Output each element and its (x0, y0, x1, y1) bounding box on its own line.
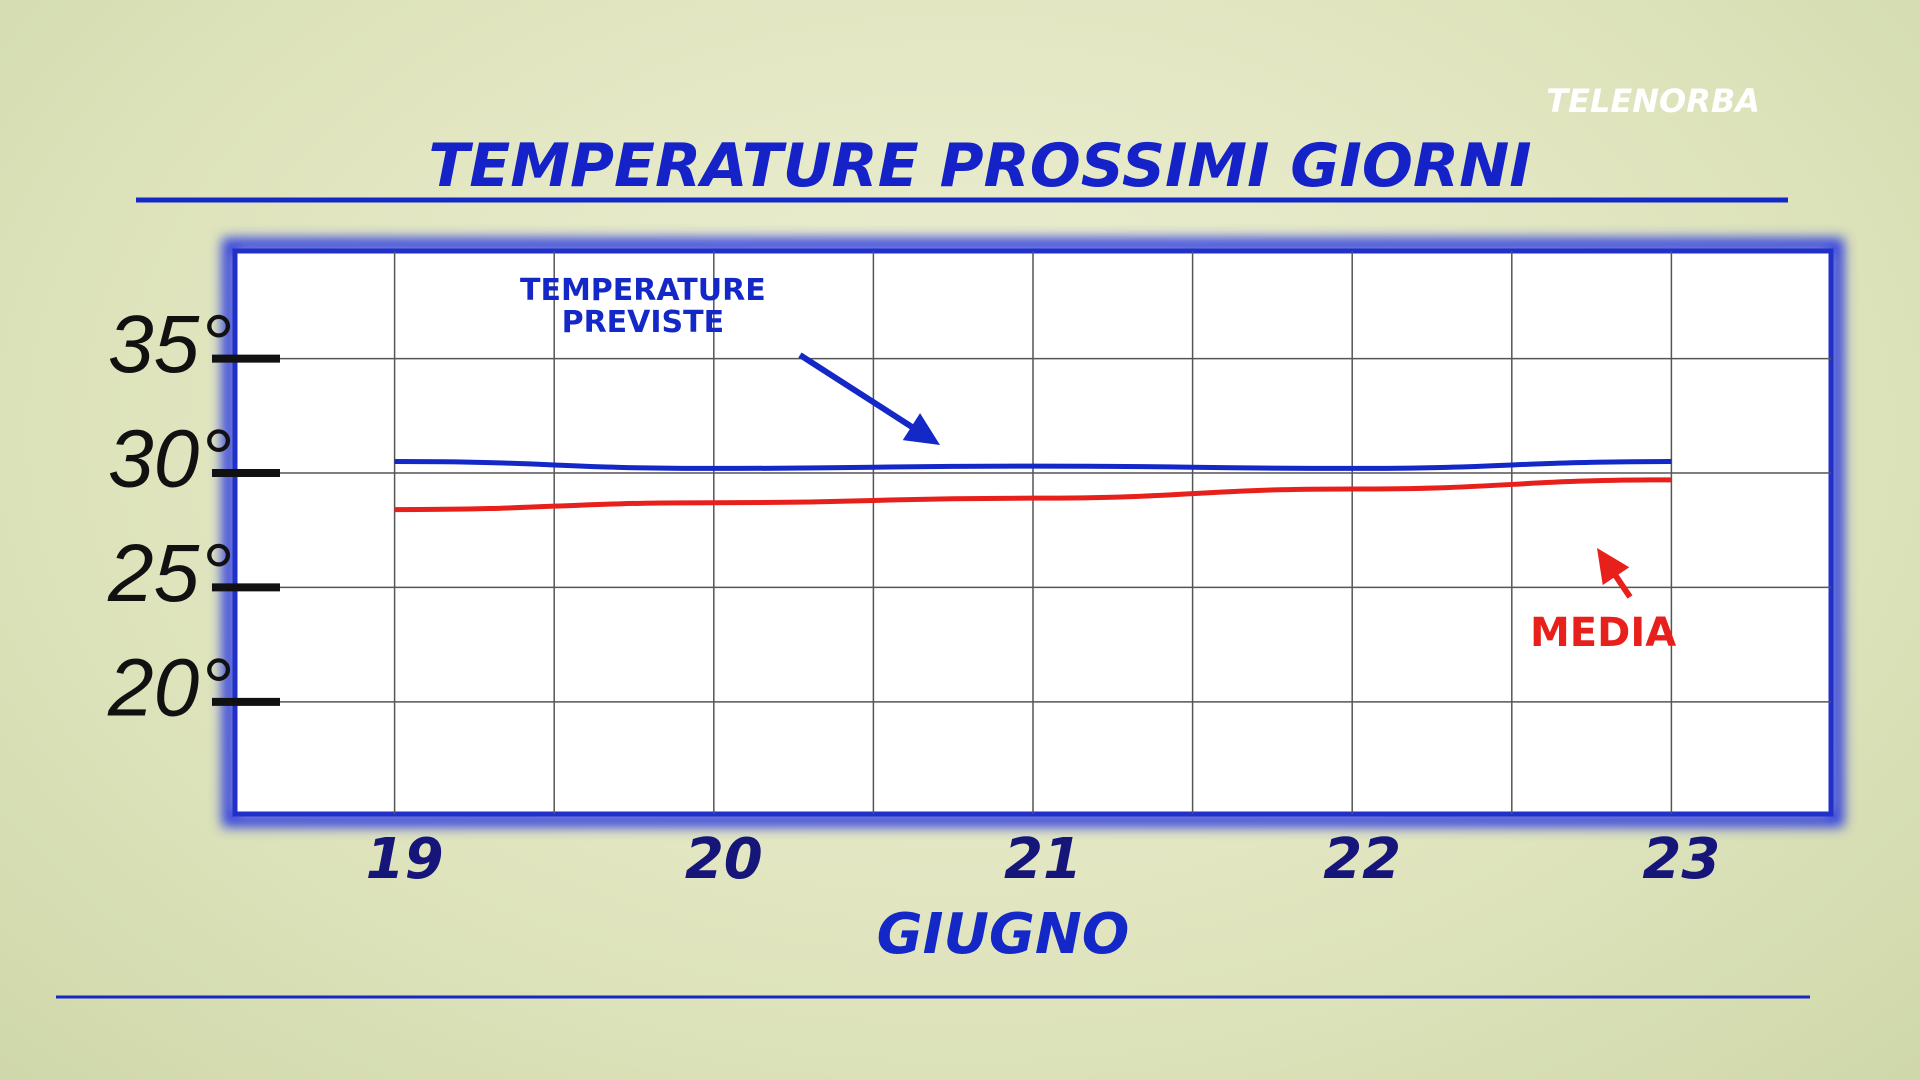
series-label: MEDIA (1530, 610, 1677, 656)
annotation-arrow (798, 352, 919, 433)
y-tick-label: 20° (107, 643, 232, 734)
x-tick-label: 22 (1323, 827, 1401, 892)
plot-glow (222, 238, 1844, 827)
annotation-arrowhead (1597, 548, 1630, 586)
x-tick-label: 19 (366, 827, 444, 892)
y-tick-label: 25° (107, 528, 232, 619)
y-tick-label: 30° (108, 414, 232, 505)
series-line (394, 459, 1672, 471)
x-tick-label: 21 (1004, 827, 1082, 892)
series-label: TEMPERATURE PREVISTE (520, 273, 766, 340)
series-line (394, 477, 1672, 513)
chart-title: TEMPERATURE PROSSIMI GIORNI (428, 131, 1531, 201)
x-axis-label: GIUGNO (877, 902, 1130, 967)
x-tick-label: 20 (685, 827, 763, 892)
y-tick-label: 35° (108, 299, 232, 390)
brand-logo: TELENORBA (1546, 82, 1760, 120)
x-tick-label: 23 (1642, 827, 1720, 892)
annotation-arrowhead (902, 413, 940, 445)
